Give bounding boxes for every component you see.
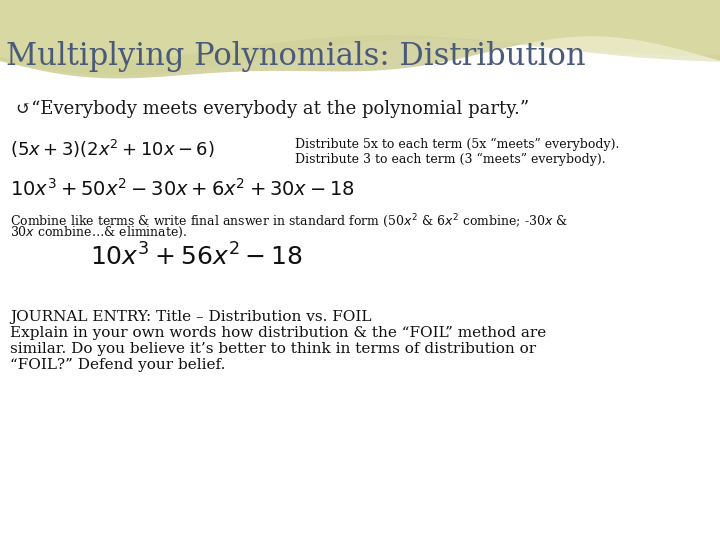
- Text: Explain in your own words how distribution & the “FOIL” method are: Explain in your own words how distributi…: [10, 326, 546, 340]
- Polygon shape: [0, 0, 720, 62]
- Text: “FOIL?” Defend your belief.: “FOIL?” Defend your belief.: [10, 358, 225, 372]
- Text: similar. Do you believe it’s better to think in terms of distribution or: similar. Do you believe it’s better to t…: [10, 342, 536, 356]
- Text: Combine like terms & write final answer in standard form (50$x^2$ & 6$x^2$ combi: Combine like terms & write final answer …: [10, 212, 568, 230]
- Text: 30$x$ combine…& eliminate).: 30$x$ combine…& eliminate).: [10, 225, 187, 240]
- Text: $10x^3+50x^2-30x+6x^2+30x-18$: $10x^3+50x^2-30x+6x^2+30x-18$: [10, 178, 355, 200]
- Text: Multiplying Polynomials: Distribution: Multiplying Polynomials: Distribution: [6, 41, 585, 72]
- Text: Distribute 3 to each term (3 “meets” everybody).: Distribute 3 to each term (3 “meets” eve…: [295, 153, 606, 166]
- Text: ↺“Everybody meets everybody at the polynomial party.”: ↺“Everybody meets everybody at the polyn…: [16, 100, 529, 118]
- Polygon shape: [0, 0, 720, 75]
- Text: Distribute 5x to each term (5x “meets” everybody).: Distribute 5x to each term (5x “meets” e…: [295, 138, 619, 151]
- Polygon shape: [0, 0, 720, 78]
- Text: $(5x+3)(2x^2+10x-6)$: $(5x+3)(2x^2+10x-6)$: [10, 138, 215, 160]
- Text: JOURNAL ENTRY: Title – Distribution vs. FOIL: JOURNAL ENTRY: Title – Distribution vs. …: [10, 310, 372, 324]
- Text: $10x^3+56x^2-18$: $10x^3+56x^2-18$: [90, 243, 302, 270]
